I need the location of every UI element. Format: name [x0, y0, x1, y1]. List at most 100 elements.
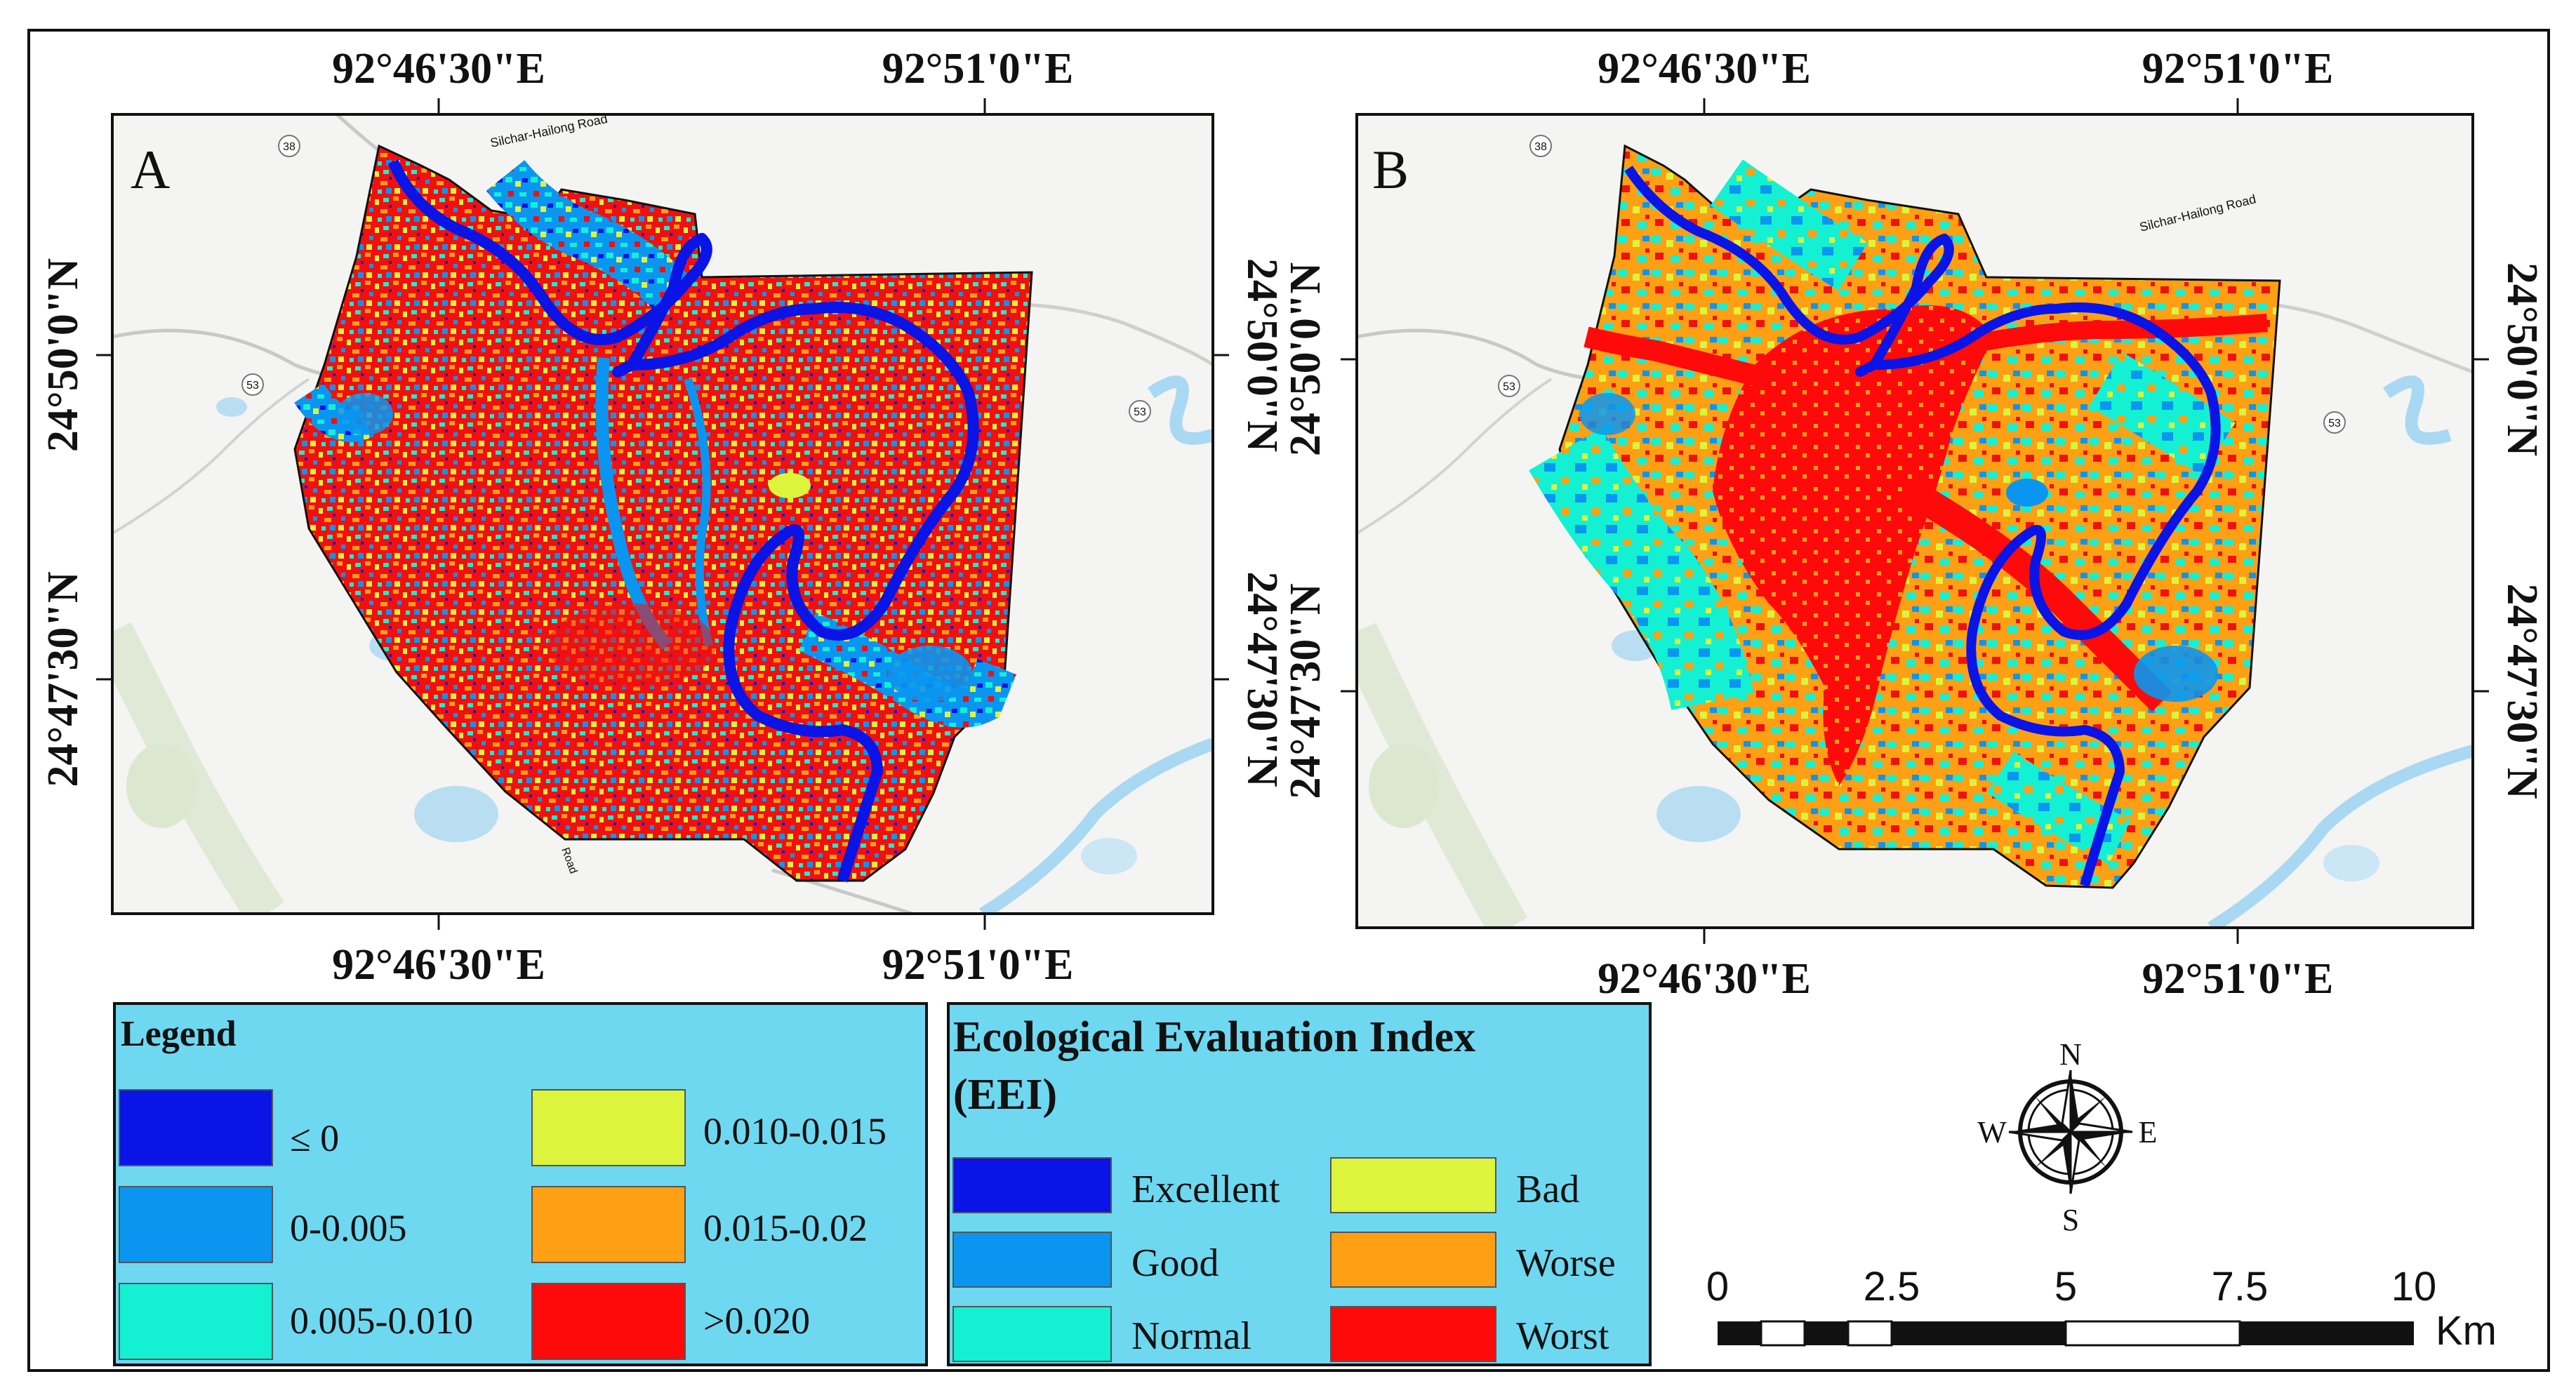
legend-b-label: Normal [1131, 1314, 1252, 1358]
coord-label-top: 92°46'30"E [1598, 45, 1811, 93]
legend-b-label: Excellent [1131, 1168, 1280, 1211]
coord-label-left: 24°47'30"N [39, 571, 87, 787]
raster-urban-corridor [1902, 479, 2172, 712]
legend-a-swatch [531, 1186, 686, 1263]
legend-a: Legend ≤ 0 0-0.005 0.005-0.010 0.010-0.0… [113, 1002, 928, 1366]
basemap-pond [2323, 845, 2379, 881]
compass-rose-icon: N S E W [1977, 1037, 2157, 1237]
raster-river-zone [486, 159, 691, 313]
scale-unit: Km [2436, 1308, 2497, 1354]
scale-segment [1847, 1320, 1893, 1347]
coord-label-bottom: 92°46'30"E [332, 941, 545, 989]
legend-b-swatch [1330, 1232, 1496, 1288]
compass-point [2009, 1124, 2071, 1132]
route-shield-label: 53 [246, 380, 259, 392]
coord-label-right: 24°47'30"N [2498, 583, 2546, 799]
scale-segment [1760, 1320, 1806, 1347]
scale-segment [1805, 1321, 1848, 1345]
legend-b-swatch [952, 1157, 1112, 1213]
scale-tick-label: 2.5 [1864, 1264, 1920, 1309]
route-shield [1498, 375, 1520, 397]
legend-b-swatch [1330, 1157, 1496, 1213]
coord-label-bottom: 92°51'0"E [2142, 955, 2334, 1003]
route-shield-label: 53 [1134, 406, 1146, 418]
legend-b-swatch [1330, 1306, 1496, 1362]
basemap-river [979, 738, 1213, 914]
legend-a-swatch [531, 1089, 686, 1166]
coord-label-top: 92°46'30"E [332, 45, 545, 93]
basemap-pond [414, 786, 498, 842]
compass-point [2071, 1070, 2079, 1132]
coord-label-bottom: 92°51'0"E [882, 941, 1074, 989]
legend-a-swatch [119, 1186, 273, 1263]
legend-a-label: >0.020 [703, 1300, 810, 1342]
raster-green-zone [2089, 352, 2236, 476]
raster-urban-corridor [1935, 314, 2268, 360]
compass-point [2069, 1129, 2080, 1194]
scale-segment [2064, 1320, 2241, 1347]
raster-patch [888, 646, 972, 702]
coord-label-right: 24°47'30"N [1238, 571, 1286, 787]
coord-label-left: 24°50'0"N [1282, 262, 1329, 456]
raster-patch [1579, 393, 1635, 435]
legend-a-swatch [531, 1283, 686, 1360]
outer-border [27, 29, 2550, 1372]
basemap-forest [126, 744, 197, 828]
scale-segment [2240, 1321, 2414, 1345]
route-shield [1129, 400, 1151, 422]
raster-patch [337, 393, 393, 435]
compass-point [2071, 1132, 2132, 1140]
scale-tick-label: 10 [2391, 1264, 2437, 1309]
panel-letter-b: B [1372, 139, 1409, 200]
legend-b-swatch [952, 1306, 1112, 1362]
raster-patch [769, 473, 811, 498]
legend-a-label: 0.015-0.02 [703, 1207, 868, 1249]
raster-urban-core [1713, 305, 1993, 786]
legend-a-swatch [119, 1089, 273, 1166]
raster-stream [684, 378, 713, 647]
legend-b-label: Good [1131, 1241, 1219, 1285]
map-panel-a: Silchar-Hailong Road Road 38 53 53 [39, 45, 1286, 989]
scale-bar: 0 2.5 5 7.5 10 Km [1706, 1264, 2497, 1354]
route-shield-label: 53 [2328, 418, 2341, 429]
compass-label-n: N [2059, 1037, 2082, 1072]
compass-point [2008, 1131, 2073, 1142]
scale-tick-label: 5 [2054, 1264, 2077, 1309]
legend-a-title: Legend [121, 1014, 237, 1054]
panel-letter-a: A [131, 139, 170, 200]
legend-b-label: Worse [1516, 1241, 1616, 1285]
coord-label-bottom: 92°46'30"E [1598, 955, 1811, 1003]
route-shield-label: 53 [1503, 381, 1515, 393]
legend-a-label: 0-0.005 [290, 1207, 406, 1249]
basemap-road [112, 378, 310, 535]
compass-point [2068, 1122, 2133, 1133]
legend-a-swatch [119, 1283, 273, 1360]
legend-b-title-line2: (EEI) [953, 1071, 1057, 1119]
scale-tick-label: 7.5 [2212, 1264, 2269, 1309]
compass-point [2062, 1132, 2071, 1194]
compass-point [2071, 1132, 2107, 1168]
raster-patch [547, 604, 716, 688]
coord-label-right: 24°50'0"N [1238, 258, 1286, 452]
basemap-river [1148, 375, 1213, 445]
raster-green-zone [1986, 751, 2131, 865]
raster-green-zone [1529, 427, 1754, 711]
basemap-pond [1081, 838, 1137, 874]
scale-tick-label: 0 [1706, 1264, 1729, 1309]
basemap-river [2207, 745, 2473, 928]
legend-b-label: Worst [1516, 1314, 1609, 1358]
scale-segment [1892, 1321, 2066, 1345]
legend-b-swatch [952, 1232, 1112, 1288]
compass-point [2061, 1069, 2072, 1135]
legend-a-label: 0.010-0.015 [703, 1110, 887, 1152]
route-shield [278, 135, 300, 157]
compass-point [2034, 1095, 2071, 1132]
coord-label-left: 24°50'0"N [39, 258, 87, 452]
map-frame-a [111, 113, 1214, 915]
legend-a-label: ≤ 0 [290, 1117, 339, 1159]
basemap-road [1357, 378, 1553, 535]
scale-segment [1718, 1321, 1761, 1345]
map-frame-b [1355, 113, 2474, 929]
route-shield [2323, 411, 2346, 434]
